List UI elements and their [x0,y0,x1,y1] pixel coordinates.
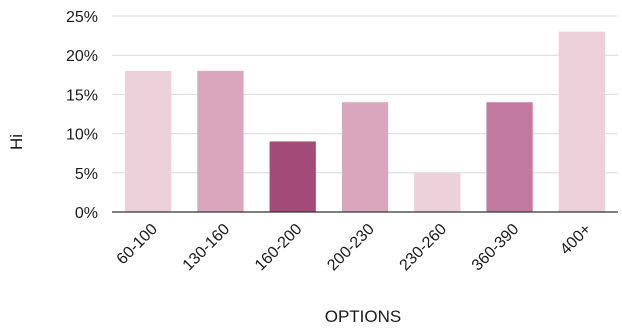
x-tick-label: 130-160 [180,221,234,275]
y-axis-title: Hi [7,134,26,150]
bar-60-100 [125,70,172,212]
bar-400+ [558,31,605,213]
y-tick-label: 25% [66,9,98,26]
bar-360-390 [486,102,533,212]
x-tick-label: 360-390 [469,221,523,275]
bar-230-260 [414,172,461,212]
bar-160-200 [269,141,316,212]
bar-200-230 [341,102,389,212]
x-tick-label: 230-260 [397,221,451,275]
bar-130-160 [197,70,244,212]
bars [125,31,605,213]
x-tick-labels: 60-100 130-160 160-200 200-230 230-260 360-39… [114,221,595,275]
y-tick-label: 0% [75,205,98,222]
y-tick-labels: 0% 5% 10% 15% 20% 25% [66,9,98,222]
x-tick-label: 160-200 [252,221,306,275]
y-tick-label: 20% [66,48,98,65]
x-axis-title: OPTIONS [325,307,402,326]
x-tick-label: 400+ [557,221,595,259]
y-tick-label: 5% [75,166,98,183]
y-tick-label: 15% [66,87,98,104]
gridlines [112,15,618,174]
y-tick-label: 10% [66,127,98,144]
x-tick-label: 200-230 [324,221,378,275]
x-tick-label: 60-100 [114,221,161,268]
